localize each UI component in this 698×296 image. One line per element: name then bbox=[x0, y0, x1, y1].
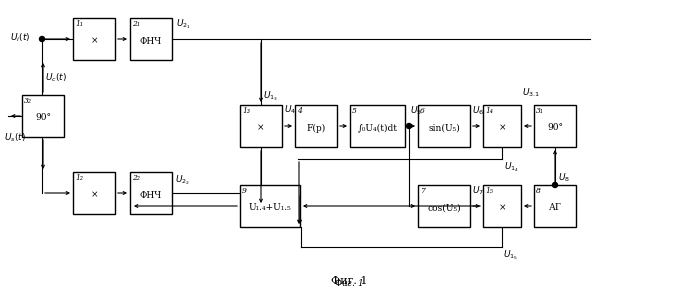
Text: Фиг. 1: Фиг. 1 bbox=[331, 276, 367, 286]
Text: $U_8$: $U_8$ bbox=[558, 171, 570, 184]
Text: 1₁: 1₁ bbox=[75, 20, 83, 28]
Text: ×: × bbox=[90, 36, 98, 46]
Text: 9: 9 bbox=[242, 187, 247, 195]
Text: 90°: 90° bbox=[35, 113, 51, 123]
Text: 4: 4 bbox=[297, 107, 302, 115]
Text: $U_5$: $U_5$ bbox=[410, 104, 422, 117]
Text: 1₄: 1₄ bbox=[485, 107, 493, 115]
Text: $U_c(t)$: $U_c(t)$ bbox=[45, 71, 67, 84]
Text: F(p): F(p) bbox=[306, 123, 326, 133]
Circle shape bbox=[40, 36, 45, 41]
Text: 1₃: 1₃ bbox=[242, 107, 250, 115]
Bar bbox=[483, 185, 521, 227]
Text: U₁.₄+U₁.₅: U₁.₄+U₁.₅ bbox=[248, 204, 291, 213]
Text: АГ: АГ bbox=[549, 204, 561, 213]
Text: ×: × bbox=[258, 123, 265, 133]
Bar bbox=[130, 18, 172, 60]
Text: $U_{1_4}$: $U_{1_4}$ bbox=[504, 160, 519, 173]
Bar bbox=[483, 105, 521, 147]
Bar bbox=[350, 105, 405, 147]
Text: $\Phi$иг. 1: $\Phi$иг. 1 bbox=[334, 277, 364, 288]
Bar bbox=[73, 18, 115, 60]
Text: ×: × bbox=[498, 204, 506, 213]
Text: $U_7$: $U_7$ bbox=[472, 184, 484, 197]
Text: ×: × bbox=[90, 191, 98, 200]
Circle shape bbox=[553, 183, 558, 187]
Text: $U_6$: $U_6$ bbox=[472, 104, 484, 117]
Text: ×: × bbox=[498, 123, 506, 133]
Text: $U_{1_5}$: $U_{1_5}$ bbox=[503, 248, 518, 262]
Bar bbox=[534, 105, 576, 147]
Bar bbox=[240, 105, 282, 147]
Text: $U_s(t)$: $U_s(t)$ bbox=[4, 132, 26, 144]
Text: sin(U₅): sin(U₅) bbox=[428, 123, 460, 133]
Text: $U_{2_1}$: $U_{2_1}$ bbox=[176, 17, 191, 31]
Text: $U_{3.1}$: $U_{3.1}$ bbox=[522, 86, 540, 99]
Bar bbox=[73, 172, 115, 214]
Text: 6: 6 bbox=[420, 107, 425, 115]
Text: cos(U₅): cos(U₅) bbox=[427, 204, 461, 213]
Text: 2₂: 2₂ bbox=[132, 174, 140, 182]
Text: ΦНЧ: ΦНЧ bbox=[140, 36, 162, 46]
Text: $U_{1_3}$: $U_{1_3}$ bbox=[263, 89, 278, 103]
Text: $U_4$: $U_4$ bbox=[284, 104, 296, 116]
Text: 3₁: 3₁ bbox=[536, 107, 544, 115]
Text: $U_i(t)$: $U_i(t)$ bbox=[10, 31, 30, 44]
Bar bbox=[130, 172, 172, 214]
Text: 2₁: 2₁ bbox=[132, 20, 140, 28]
Text: ∫₀U₄(t)dt: ∫₀U₄(t)dt bbox=[357, 123, 397, 133]
Bar bbox=[22, 95, 64, 137]
Text: 3₂: 3₂ bbox=[24, 97, 32, 105]
Circle shape bbox=[406, 123, 412, 128]
Bar bbox=[240, 185, 300, 227]
Text: 1₂: 1₂ bbox=[75, 174, 83, 182]
Text: 90°: 90° bbox=[547, 123, 563, 133]
Bar bbox=[418, 185, 470, 227]
Bar bbox=[295, 105, 337, 147]
Text: ΦНЧ: ΦНЧ bbox=[140, 191, 162, 200]
Text: 8: 8 bbox=[536, 187, 541, 195]
Bar bbox=[534, 185, 576, 227]
Text: 1₅: 1₅ bbox=[485, 187, 493, 195]
Text: 5: 5 bbox=[352, 107, 357, 115]
Bar bbox=[418, 105, 470, 147]
Text: $U_{2_2}$: $U_{2_2}$ bbox=[175, 173, 190, 187]
Text: 7: 7 bbox=[420, 187, 425, 195]
